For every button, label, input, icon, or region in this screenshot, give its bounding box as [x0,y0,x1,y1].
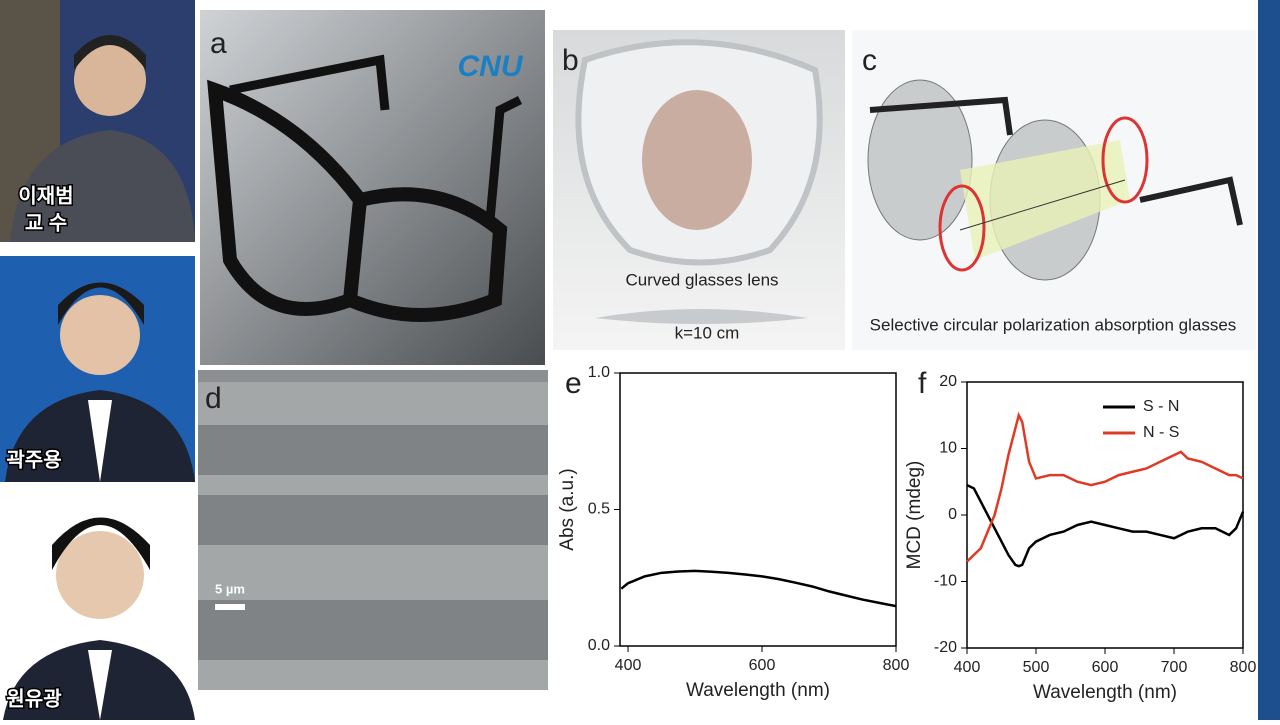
logo: CNU [458,50,524,83]
x-tick-label: 500 [1023,659,1050,676]
y-tick-label: -10 [934,573,957,590]
y-tick-label: 0.5 [588,501,610,518]
person-name: 원유광 [6,687,62,710]
y-tick-label: 0.0 [588,637,610,654]
polarization-diagram [852,30,1256,350]
x-tick-label: 700 [1161,659,1188,676]
lens-photo [553,30,845,350]
photo [0,0,195,720]
scale-bar-label: 5 µm [215,581,245,596]
x-tick-label: 400 [954,659,981,676]
caption: k=10 cm [675,323,740,342]
x-tick-label: 600 [749,657,776,674]
y-tick-label: 1.0 [588,364,610,381]
x-tick-label: 400 [615,657,642,674]
plot-frame [966,381,1244,649]
person-title: 교 수 [25,211,67,234]
panel-label: a [210,27,227,60]
x-tick-label: 800 [883,657,910,674]
caption: Curved glasses lens [625,270,778,289]
panel-label: b [562,44,579,77]
data-line [620,569,897,608]
legend-label: S - N [1143,398,1179,415]
panel-label: e [565,367,582,400]
data-line [966,483,1245,568]
person-name: 곽주용 [6,448,61,471]
caption: Selective circular polarization absorpti… [870,315,1237,334]
panel-label: d [205,382,222,415]
y-tick-label: 20 [939,373,957,390]
edge [1258,0,1280,720]
x-tick-label: 800 [1230,659,1257,676]
y-axis-label: Abs (a.u.) [557,468,578,550]
sem-image [198,370,548,690]
y-tick-label: 10 [939,440,957,457]
y-axis-label: MCD (mdeg) [904,461,925,570]
plot-frame [619,372,897,647]
data-line [966,411,1244,563]
panel-label: c [862,44,877,77]
x-axis-label: Wavelength (nm) [686,680,830,701]
glasses-photo [200,10,545,365]
panel-label: f [918,367,927,400]
x-tick-label: 600 [1092,659,1119,676]
y-tick-label: 0 [948,506,957,523]
x-axis-label: Wavelength (nm) [1033,682,1177,703]
y-tick-label: -20 [934,639,957,656]
legend-label: N - S [1143,424,1179,441]
person-name: 이재범 [18,184,73,207]
